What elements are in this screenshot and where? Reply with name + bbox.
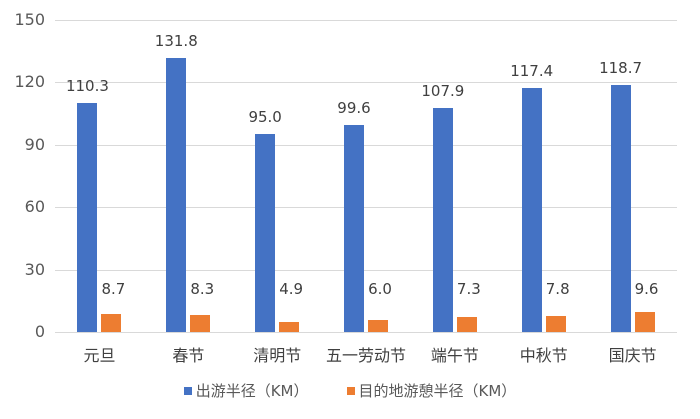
bar-travel-radius	[610, 85, 631, 332]
bar-recreation-radius	[279, 321, 300, 332]
x-axis-line	[55, 332, 677, 333]
bar-recreation-radius	[101, 313, 122, 332]
y-tick-label: 30	[24, 259, 45, 279]
bar-travel-radius	[166, 57, 187, 332]
bar-recreation-radius	[545, 315, 566, 332]
chart-legend: 出游半径（KM） 目的地游憩半径（KM）	[0, 380, 700, 401]
gridline	[55, 144, 677, 146]
x-category-label: 清明节	[253, 346, 302, 365]
data-label: 8.7	[101, 280, 126, 298]
data-label: 117.4	[510, 61, 554, 80]
gridline	[55, 20, 677, 21]
y-tick-label: 120	[14, 72, 45, 92]
legend-swatch-blue	[183, 386, 192, 395]
data-label: 4.9	[279, 280, 304, 298]
legend-label: 出游半径（KM）	[195, 382, 309, 400]
legend-item-travel-radius: 出游半径（KM）	[183, 380, 309, 401]
data-label: 6.0	[368, 280, 392, 298]
bar-recreation-radius	[190, 314, 211, 332]
bar-recreation-radius	[456, 316, 477, 332]
y-tick-label: 0	[34, 322, 45, 341]
data-label: 118.7	[599, 59, 643, 78]
bar-travel-radius	[255, 134, 276, 332]
data-label: 7.8	[545, 280, 570, 298]
bar-travel-radius	[521, 87, 542, 332]
y-tick-label: 90	[24, 134, 45, 154]
bar-travel-radius	[77, 102, 98, 332]
x-category-label: 五一劳动节	[326, 346, 407, 365]
bar-recreation-radius	[368, 319, 388, 332]
gridline	[55, 207, 677, 209]
data-label: 7.3	[456, 280, 481, 298]
x-category-label: 中秋节	[519, 346, 568, 365]
data-label: 131.8	[154, 31, 198, 50]
y-tick-label: 150	[14, 10, 45, 29]
legend-swatch-orange	[346, 386, 355, 395]
bar-recreation-radius	[634, 312, 655, 332]
data-label: 110.3	[65, 76, 109, 95]
data-label: 9.6	[634, 280, 659, 298]
gridline	[55, 269, 677, 271]
data-label: 99.6	[337, 98, 371, 117]
x-category-label: 国庆节	[608, 346, 657, 365]
legend-label: 目的地游憩半径（KM）	[358, 382, 517, 400]
x-category-label: 元旦	[83, 346, 116, 365]
gridline	[55, 82, 677, 84]
x-category-label: 春节	[172, 346, 205, 365]
data-label: 95.0	[248, 108, 282, 127]
bar-travel-radius	[432, 107, 453, 332]
legend-item-recreation-radius: 目的地游憩半径（KM）	[346, 380, 517, 401]
x-category-label: 端午节	[430, 346, 479, 365]
data-label: 107.9	[421, 81, 465, 100]
bar-travel-radius	[344, 124, 364, 332]
y-tick-label: 60	[24, 197, 45, 217]
data-label: 8.3	[190, 280, 215, 298]
